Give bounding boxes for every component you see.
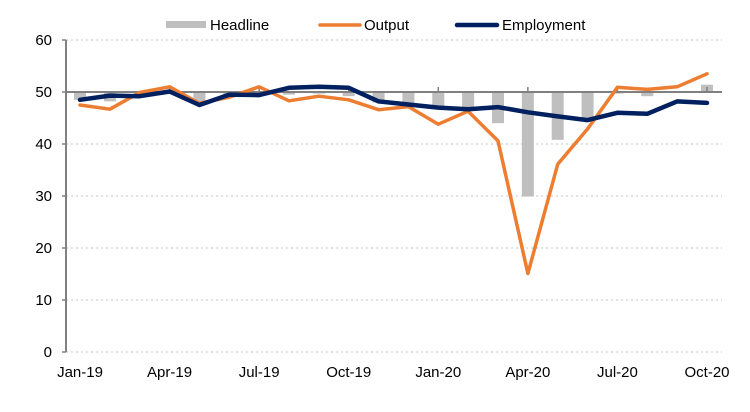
headline-bar [521, 92, 534, 197]
x-tick-label: Jul-20 [597, 364, 638, 381]
legend-item-output: Output [318, 17, 410, 34]
legend-item-employment: Employment [454, 17, 586, 34]
y-tick-label: 10 [35, 292, 52, 309]
headline-bar [462, 92, 475, 109]
headline-bar [193, 92, 206, 104]
headline-bar [372, 92, 385, 103]
headline-bar [641, 92, 654, 97]
gridlines [66, 39, 722, 353]
y-tick-label: 30 [35, 188, 52, 205]
y-tick-label: 20 [35, 240, 52, 257]
legend-item-headline: Headline [166, 17, 269, 34]
legend-label: Output [364, 17, 410, 34]
y-axis-tick-labels: 0 10 20 30 40 50 60 [35, 32, 52, 361]
legend: Headline Output Employment [166, 17, 586, 34]
headline-bar [581, 92, 594, 120]
y-tick-label: 60 [35, 32, 52, 49]
legend-label: Headline [210, 17, 269, 34]
y-tick-label: 0 [44, 344, 52, 361]
legend-label: Employment [502, 17, 586, 34]
series-line-employment [77, 84, 710, 123]
headline-bar [283, 92, 295, 95]
x-tick-label: Oct-19 [326, 364, 371, 381]
y-tick-label: 50 [35, 84, 52, 101]
headline-bar [432, 92, 445, 110]
legend-swatch-bar [166, 21, 206, 28]
series-line-output [78, 72, 709, 276]
x-tick-label: Jul-19 [239, 364, 280, 381]
headline-bar [74, 92, 86, 100]
y-tick-label: 40 [35, 136, 52, 153]
headline-bar [402, 92, 415, 104]
x-tick-label: Apr-20 [505, 364, 550, 381]
x-tick-label: Oct-20 [684, 364, 729, 381]
x-tick-label: Jan-19 [57, 364, 103, 381]
x-tick-label: Jan-20 [415, 364, 461, 381]
series-lines [77, 72, 710, 276]
headline-bar [342, 92, 355, 97]
x-tick-label: Apr-19 [147, 364, 192, 381]
x-axis-tick-labels: Jan-19 Apr-19 Jul-19 Oct-19 Jan-20 Apr-20 Jul-… [57, 364, 729, 381]
